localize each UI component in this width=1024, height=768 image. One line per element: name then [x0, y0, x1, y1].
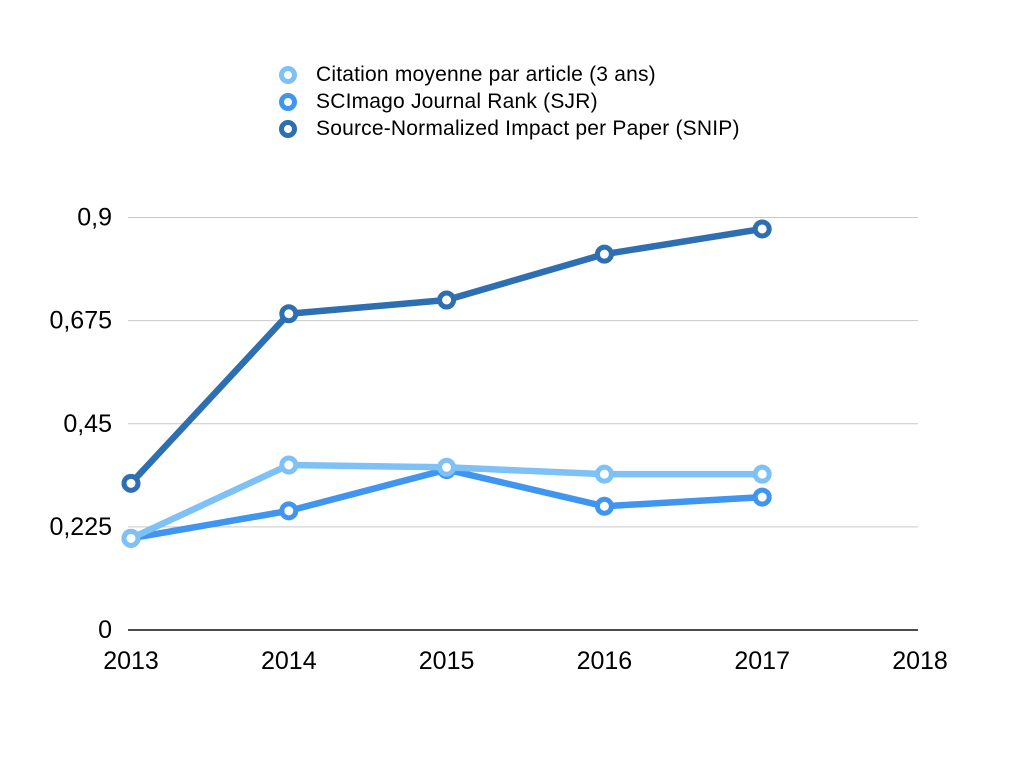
- x-tick-label: 2018: [892, 647, 948, 675]
- data-point-marker: [594, 244, 614, 264]
- data-point-marker: [752, 464, 772, 484]
- data-point-marker: [121, 473, 141, 493]
- legend-marker-icon: [279, 65, 297, 84]
- legend-marker-icon: [279, 119, 297, 138]
- y-tick-label: 0: [98, 616, 112, 644]
- legend: Citation moyenne par article (3 ans) SCI…: [279, 61, 740, 142]
- data-point-marker: [594, 464, 614, 484]
- data-point-marker: [279, 501, 299, 521]
- x-tick-label: 2017: [734, 647, 790, 675]
- data-point-marker: [437, 457, 457, 477]
- series-line: [127, 225, 766, 487]
- y-tick-label: 0,225: [49, 513, 112, 541]
- series-line: [127, 466, 766, 542]
- x-tick-label: 2016: [577, 647, 633, 675]
- legend-item: Citation moyenne par article (3 ans): [279, 61, 740, 88]
- data-point-marker: [752, 219, 772, 239]
- data-point-marker: [279, 455, 299, 475]
- legend-item: Source-Normalized Impact per Paper (SNIP…: [279, 115, 740, 142]
- legend-label: SCImago Journal Rank (SJR): [316, 89, 598, 113]
- x-tick-label: 2013: [103, 647, 159, 675]
- data-point-marker: [594, 496, 614, 516]
- data-point-marker: [437, 290, 457, 310]
- data-point-marker: [752, 487, 772, 507]
- legend-item: SCImago Journal Rank (SJR): [279, 88, 740, 115]
- legend-label: Source-Normalized Impact per Paper (SNIP…: [316, 116, 740, 140]
- y-tick-label: 0,675: [49, 307, 112, 335]
- y-tick-label: 0,45: [63, 410, 112, 438]
- x-tick-label: 2015: [419, 647, 475, 675]
- data-point-marker: [121, 528, 141, 548]
- y-tick-label: 0,9: [77, 204, 112, 232]
- data-point-marker: [279, 304, 299, 324]
- legend-marker-icon: [279, 92, 297, 111]
- x-tick-label: 2014: [261, 647, 317, 675]
- legend-label: Citation moyenne par article (3 ans): [316, 62, 656, 86]
